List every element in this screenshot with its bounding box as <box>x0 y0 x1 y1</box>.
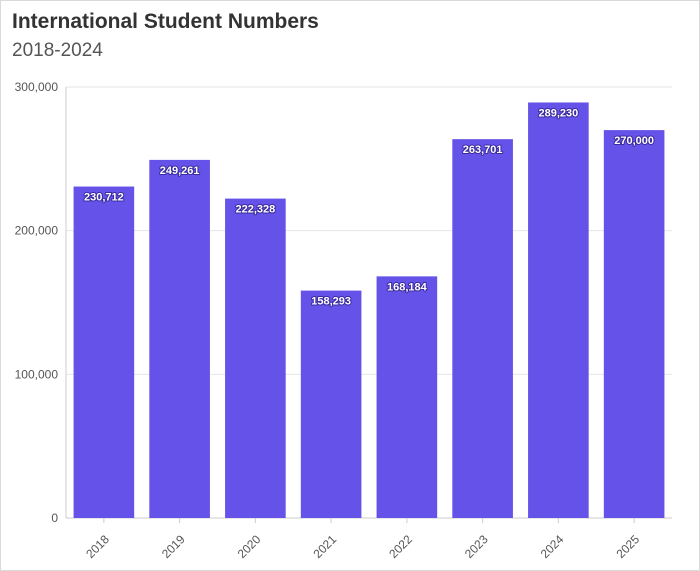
x-tick-label-2024: 2024 <box>538 532 567 561</box>
bar-2023 <box>452 139 513 518</box>
chart-title: International Student Numbers <box>12 10 319 33</box>
bar-2025 <box>603 130 665 518</box>
x-tick-label-2023: 2023 <box>462 532 491 561</box>
x-tick-label-2022: 2022 <box>386 532 415 561</box>
data-label-2025: 270,000 <box>614 135 654 147</box>
x-tick-label-2025: 2025 <box>613 532 642 561</box>
data-label-2024: 289,230 <box>538 107 578 119</box>
data-label-2018: 230,712 <box>84 192 124 204</box>
y-tick-label: 200,000 <box>15 224 59 238</box>
bar-2018 <box>73 186 135 518</box>
x-tick-label-2020: 2020 <box>235 532 264 561</box>
data-label-2021: 158,293 <box>311 296 351 308</box>
chart-subtitle: 2018-2024 <box>12 40 103 61</box>
y-tick-label: 0 <box>51 511 58 525</box>
y-tick-label: 100,000 <box>15 367 59 381</box>
bar-2019 <box>149 159 210 519</box>
x-tick-label-2019: 2019 <box>159 532 188 561</box>
bar-2024 <box>528 102 589 518</box>
bar-2022 <box>376 276 438 518</box>
data-labels: 230,712 249,261 222,328 158,293 168,184 263,7… <box>83 106 655 308</box>
x-tick-label-2021: 2021 <box>310 532 339 561</box>
data-label-2022: 168,184 <box>387 281 428 293</box>
data-label-2020: 222,328 <box>235 204 275 216</box>
data-label-2019: 249,261 <box>160 165 200 177</box>
x-tick-label-2018: 2018 <box>83 532 112 561</box>
bars <box>73 102 665 519</box>
bar-2021 <box>300 290 362 518</box>
bar-2020 <box>225 198 286 518</box>
y-tick-label: 300,000 <box>15 80 59 94</box>
data-label-2023: 263,701 <box>463 144 503 156</box>
